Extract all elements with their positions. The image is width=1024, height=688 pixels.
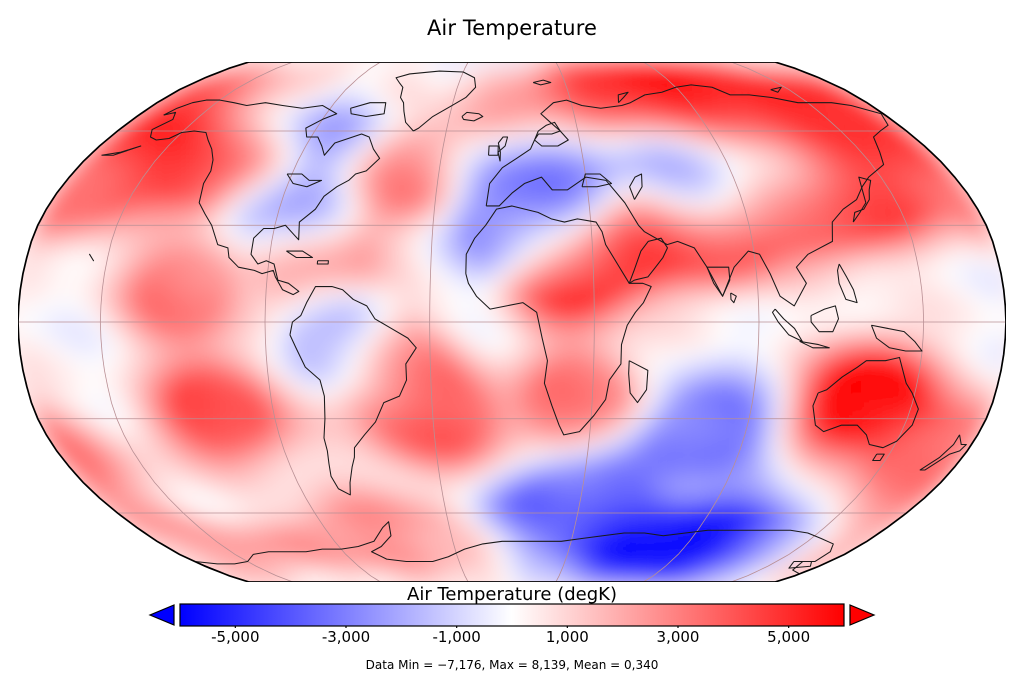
coastline-path xyxy=(870,324,923,352)
coastline-path xyxy=(286,250,314,259)
colorbar-tick-label: -3,000 xyxy=(321,628,371,646)
coastline-path xyxy=(837,263,858,304)
coastline-path xyxy=(581,173,613,188)
coastline-path xyxy=(629,173,643,200)
colorbar-tick-label: -5,000 xyxy=(211,628,260,646)
coastline-path xyxy=(488,145,499,156)
coastline-path xyxy=(812,356,919,449)
colorbar[interactable] xyxy=(140,602,884,628)
page-title: Air Temperature xyxy=(426,16,598,40)
coastline-path xyxy=(485,84,889,307)
colorbar-tick-label: 1,000 xyxy=(545,628,589,646)
colorbar-tick-label: 5,000 xyxy=(767,628,811,646)
coastline-path xyxy=(289,286,417,496)
map-border xyxy=(18,62,1006,582)
coastline-path xyxy=(872,453,885,461)
coastline-path xyxy=(286,173,323,188)
colorbar-bar[interactable] xyxy=(179,603,845,627)
graticule-lines xyxy=(18,62,1006,582)
colorbar-tick-labels: -5,000 -3,000 -1,000 1,000 3,000 5,000 xyxy=(140,628,884,648)
colorbar-ticks xyxy=(234,626,790,628)
coastline-path xyxy=(532,79,552,86)
coastline-path xyxy=(461,111,484,122)
data-statistics: Data Min = −7,176, Max = 8,139, Mean = 0… xyxy=(365,658,659,672)
coastline-path xyxy=(919,434,967,471)
coastline-path xyxy=(149,99,381,296)
coastline-path xyxy=(706,266,731,297)
coastline-path xyxy=(799,340,830,349)
coastline-path xyxy=(770,86,782,93)
coastline-path xyxy=(316,260,329,265)
colorbar-extend-high-arrow xyxy=(849,604,876,626)
colorbar-tick-label: 3,000 xyxy=(656,628,700,646)
coastline-path xyxy=(628,360,649,404)
world-map[interactable] xyxy=(18,62,1006,582)
coastline-path xyxy=(617,91,629,104)
coastline-path xyxy=(628,237,668,284)
colorbar-extend-low-arrow xyxy=(148,604,175,626)
coastline-path xyxy=(395,70,477,132)
coastline-path xyxy=(771,308,803,342)
colorbar-gradient[interactable] xyxy=(140,602,884,628)
coastline-path xyxy=(89,253,95,262)
coastline-path xyxy=(534,121,561,141)
coastline-path xyxy=(350,102,387,118)
coastline-path xyxy=(465,205,652,436)
coastline-path xyxy=(788,560,813,569)
colorbar-tick-label: -1,000 xyxy=(432,628,481,646)
coastline-path xyxy=(194,521,834,575)
coastlines xyxy=(89,70,967,575)
map-contents xyxy=(18,62,1006,582)
coastline-path xyxy=(730,292,737,304)
coastline-path xyxy=(852,176,872,223)
coastline-path xyxy=(497,136,509,162)
coastline-path xyxy=(101,145,142,156)
colorbar-label: Air Temperature (degK) xyxy=(407,584,617,605)
coastline-path xyxy=(810,305,840,333)
map-panel[interactable] xyxy=(18,62,1006,582)
